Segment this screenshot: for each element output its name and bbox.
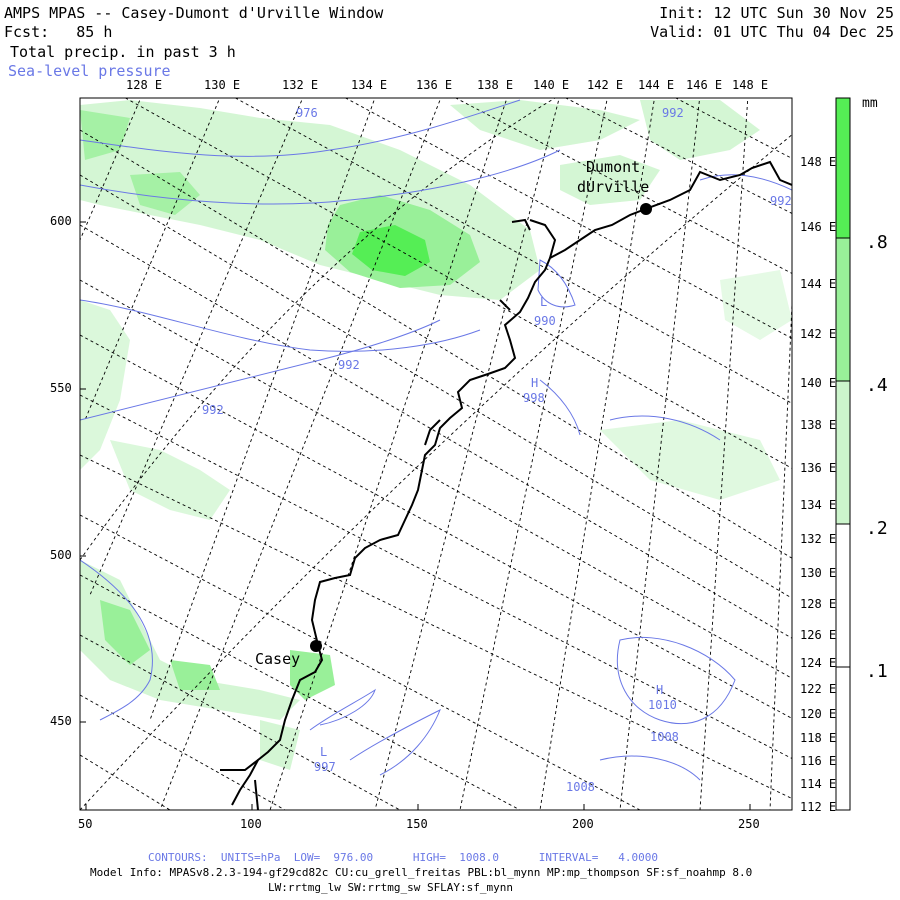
overlay-name: Sea-level pressure <box>8 62 171 80</box>
colorbar-label: .4 <box>866 375 888 396</box>
top-lon-label: 140 E <box>533 78 570 92</box>
contour-label: 992 <box>338 358 360 372</box>
right-lon-label: 120 E <box>800 707 837 721</box>
top-lon-label: 136 E <box>416 78 453 92</box>
right-lon-label: 144 E <box>800 277 837 291</box>
right-lon-label: 132 E <box>800 532 837 546</box>
right-lon-label: 134 E <box>800 498 837 512</box>
top-lon-label: 146 E <box>686 78 723 92</box>
place-label: dUrville <box>577 178 649 196</box>
top-lon-label: 132 E <box>282 78 319 92</box>
contour-label: 1008 <box>650 730 679 744</box>
map-title: AMPS MPAS -- Casey-Dumont d'Urville Wind… <box>4 4 384 22</box>
contour-label: 1008 <box>566 780 595 794</box>
contour-label: 998 <box>523 391 545 405</box>
place-label: Casey <box>255 650 300 668</box>
y-axis-label: 600 <box>50 214 72 228</box>
contour-label: L <box>320 745 327 759</box>
top-lon-label: 134 E <box>351 78 388 92</box>
colorbar-segment <box>836 98 850 238</box>
y-axis-label: 450 <box>50 714 72 728</box>
right-lon-label: 114 E <box>800 777 837 791</box>
colorbar-label: .8 <box>866 232 888 253</box>
right-lon-label: 126 E <box>800 628 837 642</box>
right-lon-label: 136 E <box>800 461 837 475</box>
contour-label: H <box>531 376 538 390</box>
top-lon-label: 142 E <box>587 78 624 92</box>
place-label: Dumont <box>586 158 640 176</box>
colorbar-label: .2 <box>866 518 888 539</box>
top-lon-label: 130 E <box>204 78 241 92</box>
precip-shading <box>80 100 792 770</box>
colorbar-segment <box>836 381 850 524</box>
right-lon-label: 130 E <box>800 566 837 580</box>
contour-label: L <box>540 295 547 309</box>
field-name: Total precip. in past 3 h <box>10 43 236 61</box>
map-body: 976 992 992 992 992 L 990 H 998 H 1010 1… <box>80 98 792 810</box>
right-lon-label: 140 E <box>800 376 837 390</box>
colorbar: mm .8 .4 .2 .1 <box>835 96 888 811</box>
right-lon-label: 118 E <box>800 731 837 745</box>
place-labels: Dumont dUrville Casey <box>255 158 649 668</box>
contour-info: CONTOURS: UNITS=hPa LOW= 976.00 HIGH= 10… <box>148 851 658 864</box>
slp-contours <box>80 99 792 781</box>
contour-label: 992 <box>662 106 684 120</box>
init-time: Init: 12 UTC Sun 30 Nov 25 <box>659 4 894 22</box>
contour-label: 997 <box>314 760 336 774</box>
contour-label-group: 976 992 992 992 992 L 990 H 998 H 1010 1… <box>202 106 792 794</box>
top-lon-label: 128 E <box>126 78 163 92</box>
right-lon-label: 112 E <box>800 800 837 814</box>
graticule <box>80 98 792 810</box>
x-axis-label: 200 <box>572 817 594 831</box>
top-lon-label: 144 E <box>638 78 675 92</box>
right-lon-label: 142 E <box>800 327 837 341</box>
colorbar-unit: mm <box>862 96 878 111</box>
x-axis-ticks <box>85 804 751 810</box>
x-axis-label: 250 <box>738 817 760 831</box>
contour-label: H <box>656 683 663 697</box>
right-lon-label: 148 E <box>800 155 837 169</box>
contour-label: 990 <box>534 314 556 328</box>
y-axis-ticks <box>80 221 86 723</box>
colorbar-segment <box>836 667 850 810</box>
right-lon-label: 122 E <box>800 682 837 696</box>
top-lon-label: 138 E <box>477 78 514 92</box>
colorbar-segment <box>836 238 850 381</box>
y-axis-label: 500 <box>50 548 72 562</box>
right-lon-label: 146 E <box>800 220 837 234</box>
model-info: Model Info: MPASv8.2.3-194-gf29cd82c CU:… <box>90 866 753 879</box>
contour-label: 992 <box>770 194 792 208</box>
right-lon-label: 116 E <box>800 754 837 768</box>
right-lon-label: 138 E <box>800 418 837 432</box>
x-axis-label: 50 <box>78 817 93 831</box>
contour-label: 1010 <box>648 698 677 712</box>
map-frame <box>79 97 793 811</box>
forecast-hour: Fcst: 85 h <box>4 23 113 41</box>
contour-label: 976 <box>296 106 318 120</box>
casey-marker <box>310 640 322 652</box>
physics-info: LW:rrtmg_lw SW:rrtmg_sw SFLAY:sf_mynn <box>268 881 514 894</box>
right-lon-label: 128 E <box>800 597 837 611</box>
y-axis-label: 550 <box>50 381 72 395</box>
colorbar-label: .1 <box>866 661 888 682</box>
right-lon-label: 124 E <box>800 656 837 670</box>
x-axis-label: 150 <box>406 817 428 831</box>
top-lon-label: 148 E <box>732 78 769 92</box>
valid-time: Valid: 01 UTC Thu 04 Dec 25 <box>650 23 894 41</box>
contour-label: 992 <box>202 403 224 417</box>
dumont-durville-marker <box>640 203 652 215</box>
x-axis-label: 100 <box>240 817 262 831</box>
colorbar-segment <box>836 524 850 667</box>
